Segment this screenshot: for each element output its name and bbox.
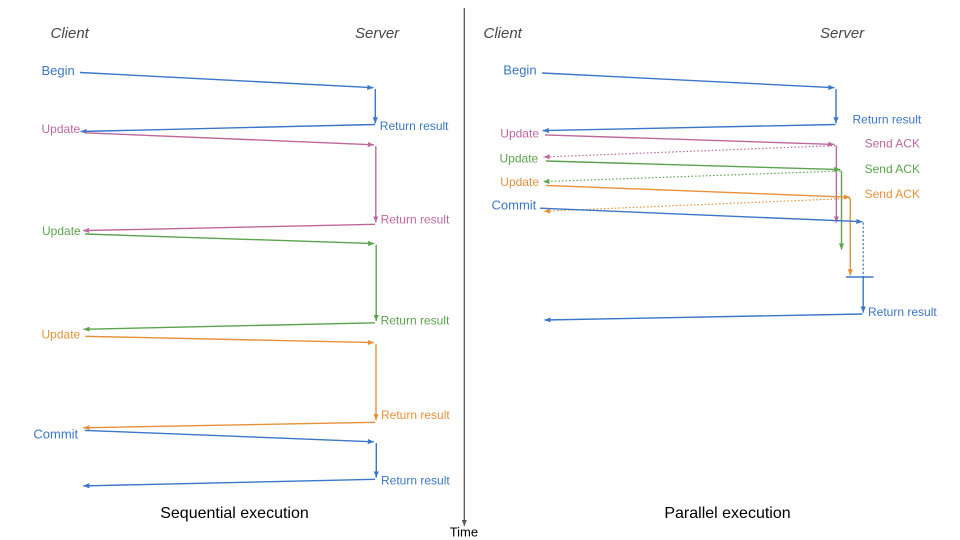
svg-text:Parallel execution: Parallel execution	[664, 505, 790, 522]
svg-text:Server: Server	[355, 25, 400, 42]
svg-text:Return result: Return result	[868, 305, 937, 319]
svg-text:Update: Update	[42, 224, 81, 238]
svg-text:Return result: Return result	[381, 213, 450, 227]
svg-text:Update: Update	[500, 151, 539, 165]
svg-text:Return result: Return result	[380, 119, 449, 133]
svg-text:Client: Client	[51, 25, 90, 42]
svg-text:Send ACK: Send ACK	[865, 136, 920, 150]
svg-text:Update: Update	[500, 127, 539, 141]
svg-text:Time: Time	[450, 525, 478, 540]
svg-text:Client: Client	[484, 25, 523, 42]
svg-text:Server: Server	[820, 25, 865, 42]
svg-text:Return result: Return result	[381, 313, 450, 327]
svg-text:Sequential execution: Sequential execution	[160, 505, 309, 522]
svg-text:Send ACK: Send ACK	[865, 187, 920, 201]
svg-text:Update: Update	[500, 175, 539, 189]
svg-text:Commit: Commit	[33, 427, 78, 442]
svg-text:Commit: Commit	[492, 198, 537, 213]
svg-text:Return result: Return result	[853, 113, 922, 127]
svg-text:Update: Update	[42, 328, 81, 342]
svg-text:Begin: Begin	[42, 63, 75, 78]
svg-text:Return result: Return result	[381, 473, 450, 487]
svg-text:Update: Update	[42, 122, 81, 136]
svg-text:Return result: Return result	[381, 408, 450, 422]
svg-text:Begin: Begin	[503, 63, 536, 78]
svg-text:Send ACK: Send ACK	[865, 162, 920, 176]
